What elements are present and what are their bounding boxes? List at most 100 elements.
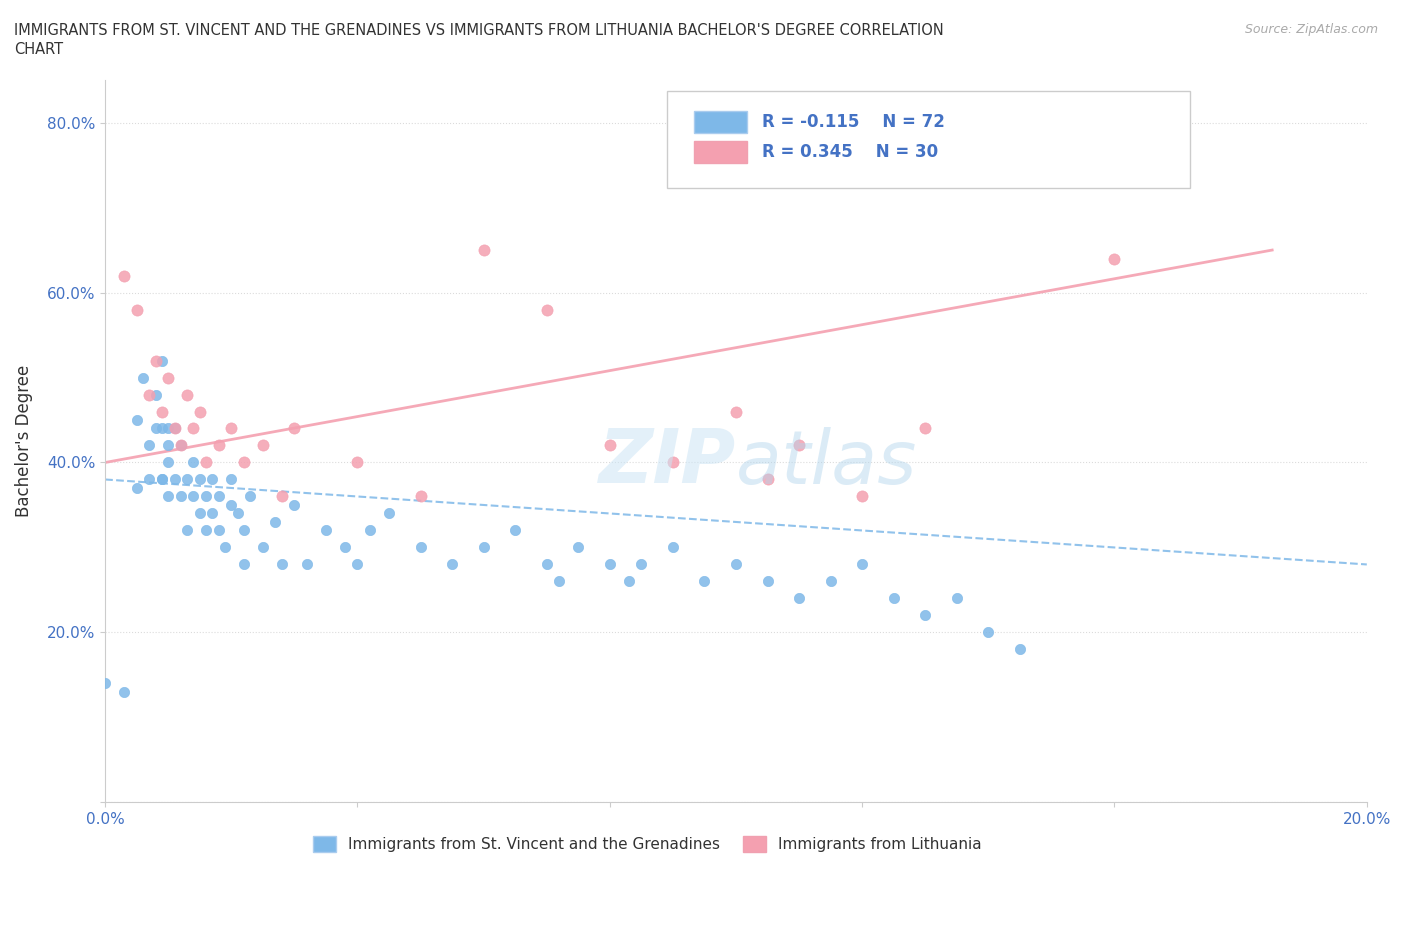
Point bbox=[157, 438, 180, 453]
Point bbox=[724, 557, 747, 572]
Point bbox=[157, 489, 180, 504]
Point bbox=[94, 676, 117, 691]
Text: Source: ZipAtlas.com: Source: ZipAtlas.com bbox=[1244, 23, 1378, 36]
Point bbox=[157, 370, 180, 385]
Bar bbox=[695, 141, 748, 163]
Point bbox=[208, 438, 231, 453]
Point bbox=[214, 540, 236, 555]
Point bbox=[945, 591, 967, 605]
Point bbox=[252, 438, 274, 453]
Point bbox=[977, 625, 1000, 640]
Point bbox=[851, 557, 873, 572]
Point bbox=[239, 489, 262, 504]
Point bbox=[472, 540, 495, 555]
Point bbox=[851, 489, 873, 504]
Point bbox=[170, 438, 193, 453]
Point bbox=[112, 684, 135, 699]
Point bbox=[232, 523, 254, 538]
Point bbox=[163, 472, 186, 487]
Point bbox=[232, 557, 254, 572]
Point bbox=[914, 608, 936, 623]
Point bbox=[150, 353, 173, 368]
Point bbox=[503, 523, 526, 538]
Point bbox=[1104, 251, 1126, 266]
Point bbox=[195, 523, 218, 538]
Point bbox=[125, 413, 148, 428]
Point bbox=[536, 557, 558, 572]
Point bbox=[820, 574, 842, 589]
Point bbox=[201, 506, 224, 521]
Point bbox=[409, 489, 432, 504]
Point bbox=[787, 438, 810, 453]
Point bbox=[138, 438, 160, 453]
Point bbox=[283, 421, 305, 436]
Point bbox=[232, 455, 254, 470]
Point bbox=[176, 387, 198, 402]
Point bbox=[378, 506, 401, 521]
Point bbox=[183, 421, 205, 436]
Point bbox=[132, 370, 155, 385]
Point bbox=[693, 574, 716, 589]
Point bbox=[170, 438, 193, 453]
Point bbox=[150, 421, 173, 436]
Y-axis label: Bachelor's Degree: Bachelor's Degree bbox=[15, 365, 32, 517]
Point bbox=[195, 489, 218, 504]
Point bbox=[295, 557, 318, 572]
Point bbox=[536, 302, 558, 317]
Point bbox=[219, 498, 242, 512]
Point bbox=[208, 523, 231, 538]
Point bbox=[787, 591, 810, 605]
Point bbox=[914, 421, 936, 436]
Point bbox=[724, 404, 747, 418]
Point bbox=[883, 591, 905, 605]
Point bbox=[567, 540, 589, 555]
Bar bbox=[695, 112, 748, 133]
Point bbox=[226, 506, 249, 521]
Point bbox=[264, 514, 287, 529]
Point bbox=[138, 472, 160, 487]
FancyBboxPatch shape bbox=[666, 91, 1189, 189]
Point bbox=[183, 455, 205, 470]
Point bbox=[145, 387, 167, 402]
Point bbox=[270, 489, 292, 504]
Text: atlas: atlas bbox=[735, 427, 917, 498]
Point bbox=[188, 506, 211, 521]
Point bbox=[359, 523, 381, 538]
Point bbox=[163, 421, 186, 436]
Point bbox=[617, 574, 640, 589]
Point bbox=[219, 421, 242, 436]
Point bbox=[183, 489, 205, 504]
Point bbox=[283, 498, 305, 512]
Point bbox=[208, 489, 231, 504]
Point bbox=[170, 489, 193, 504]
Point bbox=[157, 421, 180, 436]
Point bbox=[548, 574, 571, 589]
Point bbox=[756, 472, 779, 487]
Point bbox=[346, 455, 368, 470]
Point bbox=[150, 472, 173, 487]
Point bbox=[1008, 642, 1031, 657]
Point bbox=[409, 540, 432, 555]
Point bbox=[346, 557, 368, 572]
Point bbox=[662, 455, 685, 470]
Point bbox=[176, 472, 198, 487]
Point bbox=[125, 302, 148, 317]
Point bbox=[145, 421, 167, 436]
Point bbox=[662, 540, 685, 555]
Point bbox=[176, 523, 198, 538]
Point bbox=[756, 574, 779, 589]
Point bbox=[112, 268, 135, 283]
Text: ZIP: ZIP bbox=[599, 427, 735, 499]
Point bbox=[333, 540, 356, 555]
Point bbox=[315, 523, 337, 538]
Point bbox=[163, 421, 186, 436]
Text: R = 0.345    N = 30: R = 0.345 N = 30 bbox=[762, 143, 939, 161]
Point bbox=[472, 243, 495, 258]
Point bbox=[188, 404, 211, 418]
Point bbox=[157, 455, 180, 470]
Point bbox=[195, 455, 218, 470]
Legend: Immigrants from St. Vincent and the Grenadines, Immigrants from Lithuania: Immigrants from St. Vincent and the Gren… bbox=[305, 829, 990, 859]
Point bbox=[599, 438, 621, 453]
Point bbox=[201, 472, 224, 487]
Text: R = -0.115    N = 72: R = -0.115 N = 72 bbox=[762, 113, 945, 131]
